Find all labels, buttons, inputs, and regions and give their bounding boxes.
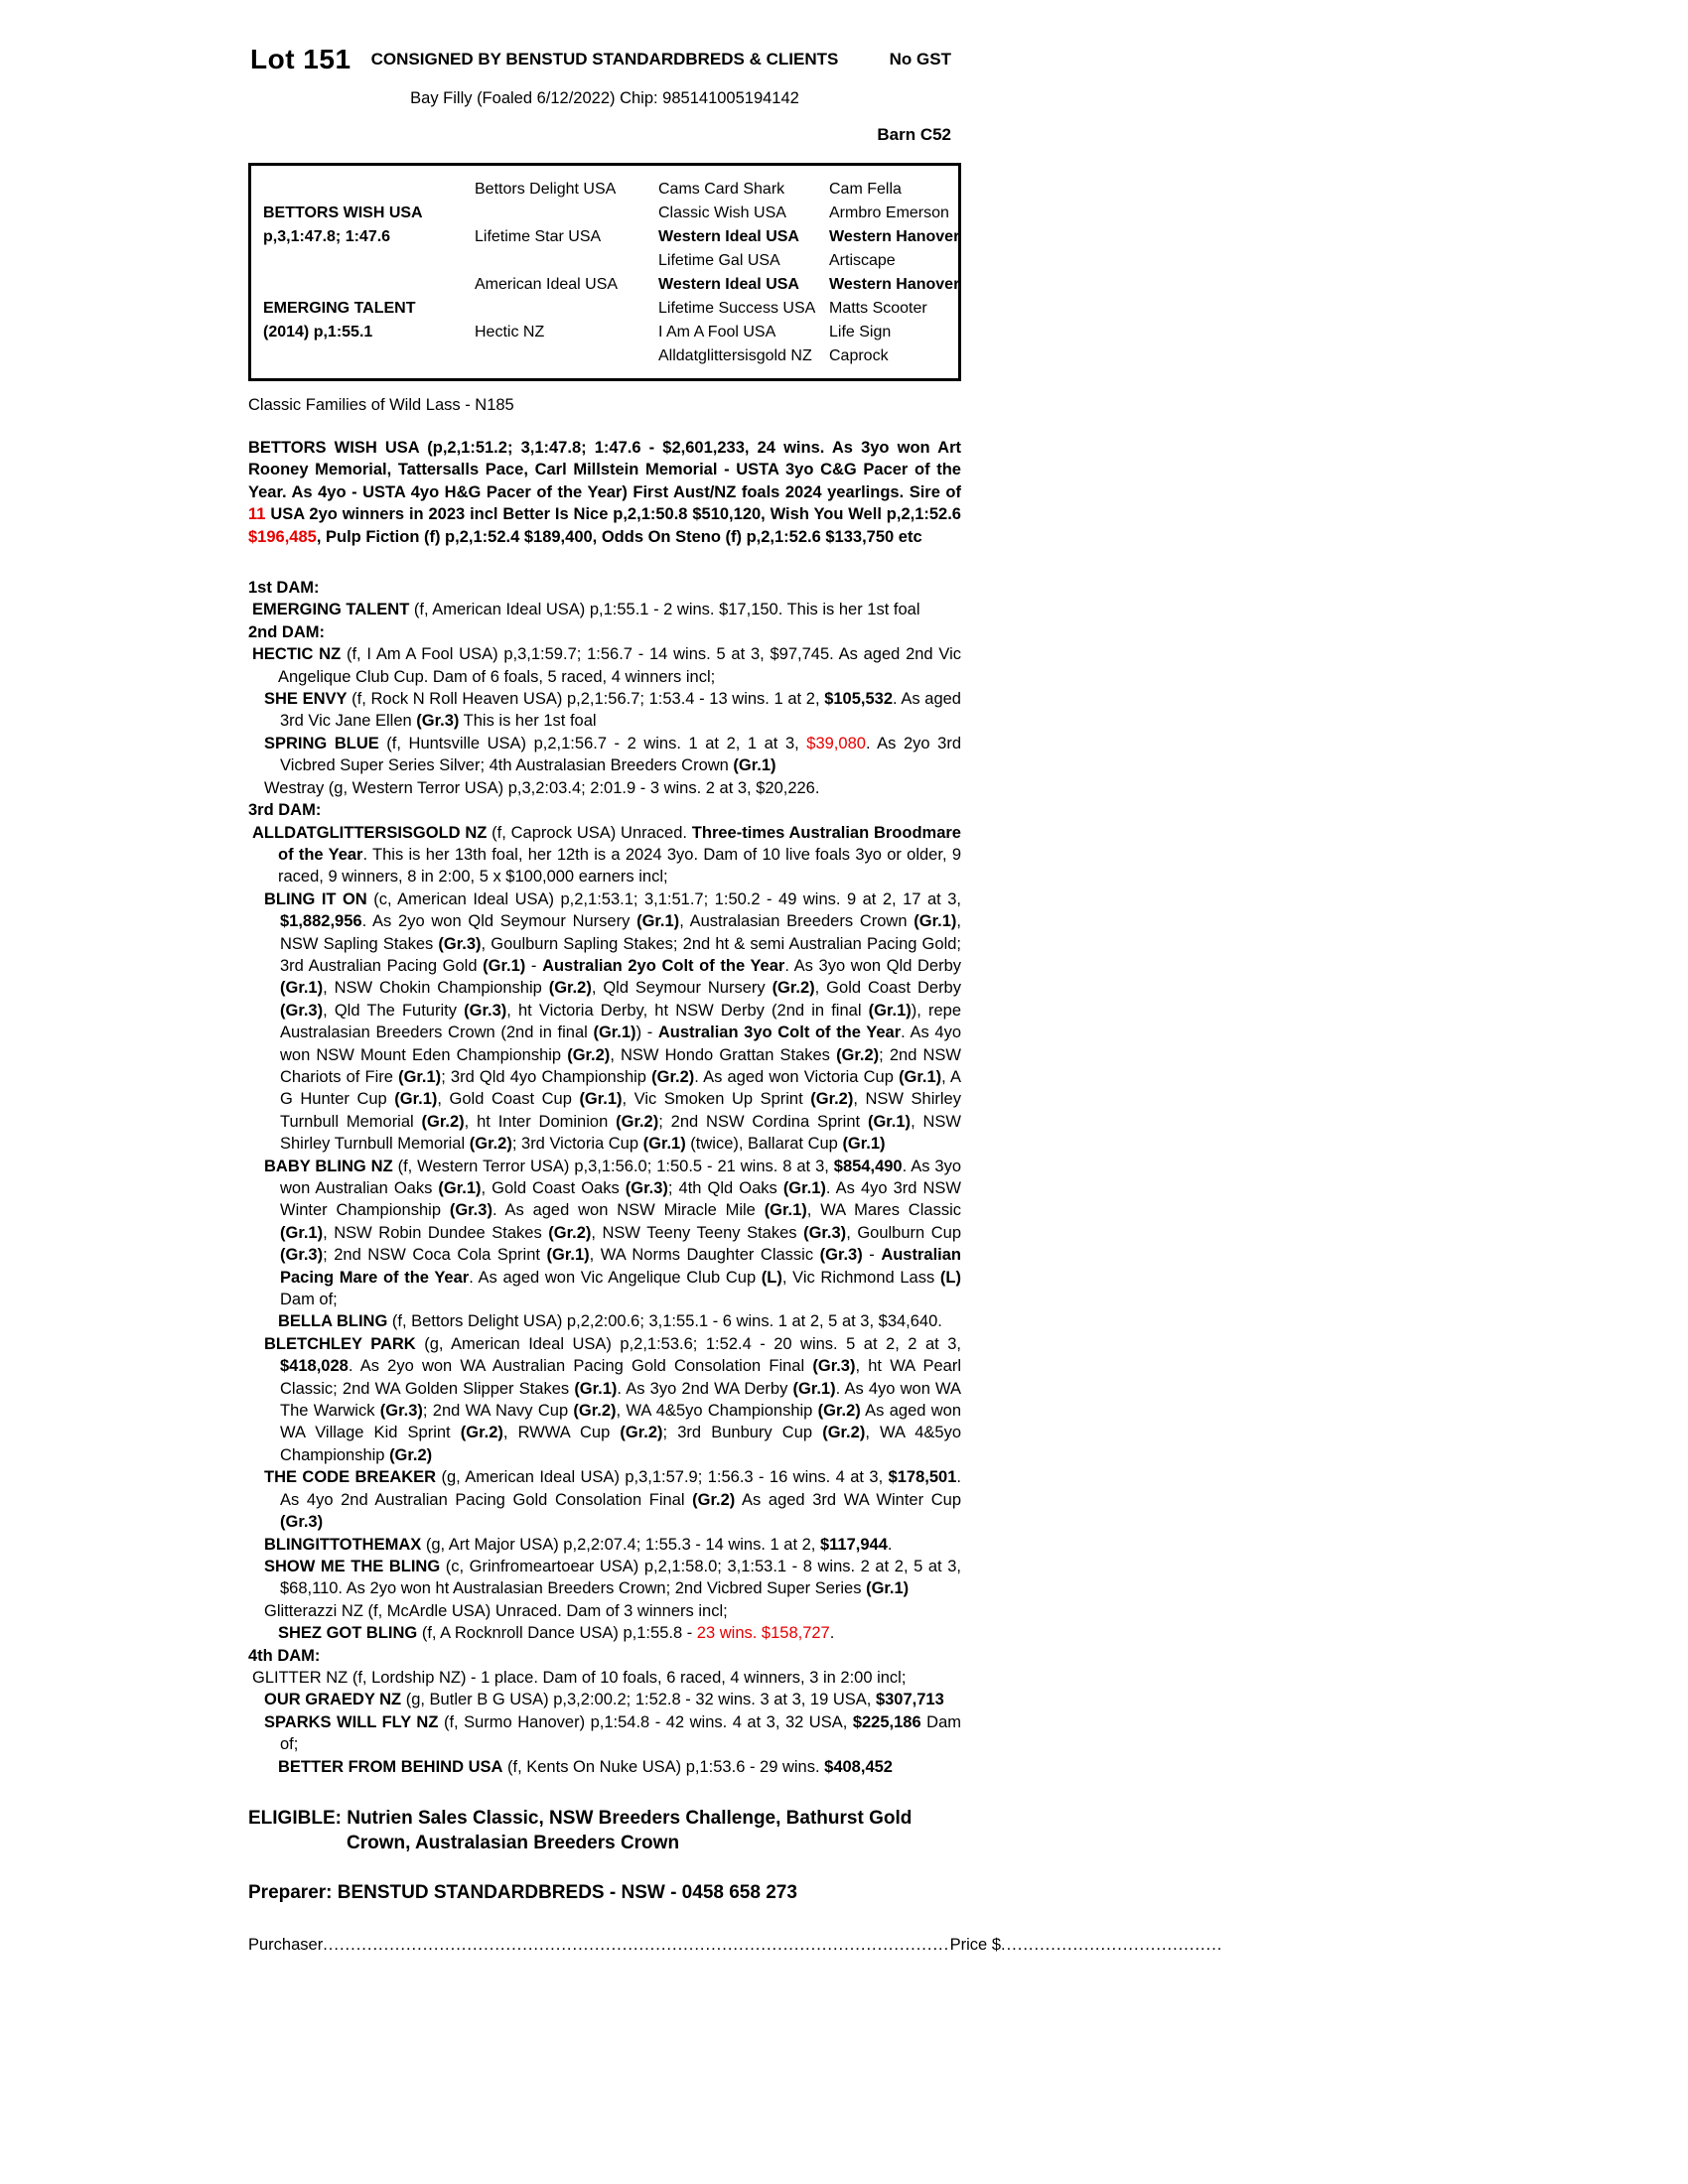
entry-spring-blue: SPRING BLUE (f, Huntsville USA) p,2,1:56…	[264, 734, 961, 775]
pedigree-cell: Cam Fella	[829, 181, 902, 198]
entry-westray: Westray (g, Western Terror USA) p,3,2:03…	[264, 778, 820, 797]
pedigree-cell-dam-name: EMERGING TALENT	[263, 300, 416, 317]
pedigree-cell: Alldatglittersisgold NZ	[658, 347, 812, 364]
pedigree-row: Lifetime Gal USA Artiscape	[263, 249, 954, 273]
gst-status: No GST	[889, 50, 951, 68]
pedigree-cell: Lifetime Star USA	[475, 228, 602, 245]
price-fill-dots: ........................................…	[1001, 1935, 1223, 1954]
entry-glitter-nz: GLITTER NZ (f, Lordship NZ) - 1 place. D…	[252, 1668, 907, 1687]
entry-better-from-behind: BETTER FROM BEHIND USA (f, Kents On Nuke…	[278, 1757, 893, 1776]
pedigree-cell	[475, 202, 658, 225]
barn-number: Barn C52	[877, 125, 951, 144]
pedigree-cell: Matts Scooter	[829, 300, 927, 317]
pedigree-cell	[263, 344, 475, 368]
price-label: Price $	[949, 1935, 1001, 1954]
entry-emerging-talent: EMERGING TALENT (f, American Ideal USA) …	[252, 601, 920, 619]
pedigree-cell: Classic Wish USA	[658, 205, 786, 221]
pedigree-row: Alldatglittersisgold NZ Caprock	[263, 344, 954, 368]
entry-show-me-the-bling: SHOW ME THE BLING (c, Grinfromeartoear U…	[264, 1557, 961, 1598]
entry-bling-it-on: BLING IT ON (c, American Ideal USA) p,2,…	[264, 889, 962, 1154]
entry-alldatglittersisgold: ALLDATGLITTERSISGOLD NZ (f, Caprock USA)…	[252, 823, 961, 887]
pedigree-cell: Bettors Delight USA	[475, 181, 617, 198]
pedigree-row: BETTORS WISH USA Classic Wish USA Armbro…	[263, 202, 954, 225]
pedigree-cell: American Ideal USA	[475, 276, 619, 293]
pedigree-cell	[263, 249, 475, 273]
entry-hectic-nz: HECTIC NZ (f, I Am A Fool USA) p,3,1:59.…	[252, 645, 961, 686]
pedigree-cell: Western Ideal USA	[658, 276, 799, 293]
pedigree-row: American Ideal USA Western Ideal USA Wes…	[263, 273, 959, 297]
pedigree-cell: Artiscape	[829, 252, 896, 269]
entry-the-code-breaker: THE CODE BREAKER (g, American Ideal USA)…	[264, 1468, 962, 1532]
pedigree-cell-dam-record: (2014) p,1:55.1	[263, 324, 373, 341]
eligibility-line: ELIGIBLE: Nutrien Sales Classic, NSW Bre…	[248, 1806, 961, 1855]
foal-description: Bay Filly (Foaled 6/12/2022) Chip: 98514…	[410, 89, 799, 107]
sire-summary: BETTORS WISH USA (p,2,1:51.2; 3,1:47.8; …	[248, 439, 961, 546]
pedigree-cell	[475, 249, 658, 273]
pedigree-cell: Western Ideal USA	[658, 228, 799, 245]
pedigree-cell-sire-record: p,3,1:47.8; 1:47.6	[263, 228, 391, 245]
preparer-line: Preparer: BENSTUD STANDARDBREDS - NSW - …	[248, 1881, 797, 1903]
pedigree-cell: Western Hanover	[829, 228, 960, 245]
pedigree-cell: Cams Card Shark	[658, 181, 785, 198]
entry-baby-bling: BABY BLING NZ (f, Western Terror USA) p,…	[264, 1157, 962, 1309]
heading-1st-dam: 1st DAM:	[248, 579, 320, 598]
eligible-label: ELIGIBLE:	[248, 1807, 342, 1829]
pedigree-table: Bettors Delight USA Cams Card Shark Cam …	[248, 163, 961, 381]
purchaser-line: Purchaser...............................…	[248, 1936, 1223, 1955]
pedigree-cell: Hectic NZ	[475, 324, 545, 341]
purchaser-fill-dots: ........................................…	[323, 1935, 950, 1954]
heading-3rd-dam: 3rd DAM:	[248, 801, 322, 820]
pedigree-cell: Lifetime Success USA	[658, 300, 816, 317]
eligible-events: Nutrien Sales Classic, NSW Breeders Chal…	[347, 1807, 913, 1853]
pedigree-cell: Western Hanover	[829, 276, 960, 293]
heading-4th-dam: 4th DAM:	[248, 1646, 321, 1665]
pedigree-cell-sire-name: BETTORS WISH USA	[263, 205, 423, 221]
pedigree-row: EMERGING TALENT Lifetime Success USA Mat…	[263, 297, 954, 321]
pedigree-cell	[475, 344, 658, 368]
pedigree-cell: Armbro Emerson	[829, 205, 949, 221]
entry-she-envy: SHE ENVY (f, Rock N Roll Heaven USA) p,2…	[264, 690, 961, 731]
purchaser-label: Purchaser	[248, 1935, 324, 1954]
entry-shez-got-bling: SHEZ GOT BLING (f, A Rocknroll Dance USA…	[278, 1624, 835, 1643]
pedigree-cell: Caprock	[829, 347, 889, 364]
entry-sparks-will-fly: SPARKS WILL FLY NZ (f, Surmo Hanover) p,…	[264, 1712, 962, 1754]
entry-glitterazzi: Glitterazzi NZ (f, McArdle USA) Unraced.…	[264, 1601, 728, 1620]
entry-bella-bling: BELLA BLING (f, Bettors Delight USA) p,2…	[278, 1312, 942, 1331]
pedigree-cell: Lifetime Gal USA	[658, 252, 780, 269]
pedigree-cell	[263, 178, 475, 202]
page-content: Lot 151 CONSIGNED BY BENSTUD STANDARDBRE…	[248, 38, 1223, 1955]
pedigree-row: p,3,1:47.8; 1:47.6 Lifetime Star USA Wes…	[263, 225, 959, 249]
pedigree-cell: I Am A Fool USA	[658, 324, 776, 341]
pedigree-row: Bettors Delight USA Cams Card Shark Cam …	[263, 178, 954, 202]
pedigree-row: (2014) p,1:55.1 Hectic NZ I Am A Fool US…	[263, 321, 954, 344]
consignor-line: CONSIGNED BY BENSTUD STANDARDBREDS & CLI…	[370, 50, 839, 68]
heading-2nd-dam: 2nd DAM:	[248, 622, 325, 641]
pedigree-cell	[263, 273, 475, 297]
pedigree-cell: Life Sign	[829, 324, 892, 341]
header: Lot 151 CONSIGNED BY BENSTUD STANDARDBRE…	[248, 38, 961, 163]
entry-our-graedy: OUR GRAEDY NZ (g, Butler B G USA) p,3,2:…	[264, 1691, 944, 1709]
lot-number: Lot 151	[250, 44, 352, 74]
family-line: Classic Families of Wild Lass - N185	[248, 396, 514, 414]
entry-bletchley-park: BLETCHLEY PARK (g, American Ideal USA) p…	[264, 1334, 962, 1464]
entry-blingittothemax: BLINGITTOTHEMAX (g, Art Major USA) p,2,2…	[264, 1535, 893, 1554]
dam-sections: 1st DAM: EMERGING TALENT (f, American Id…	[248, 577, 961, 1778]
pedigree-cell	[475, 297, 658, 321]
